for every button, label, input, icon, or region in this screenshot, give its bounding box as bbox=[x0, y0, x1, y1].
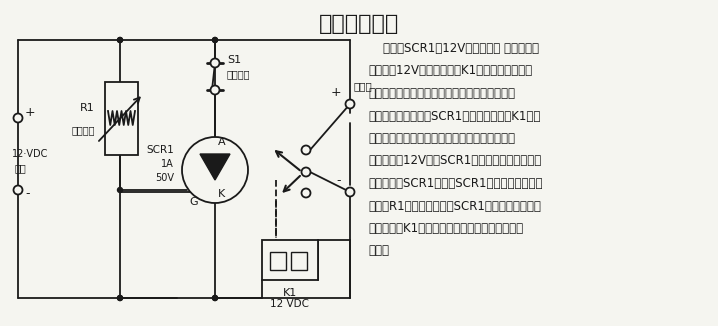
Text: （常闭）: （常闭） bbox=[227, 69, 251, 79]
Circle shape bbox=[213, 295, 218, 301]
Bar bbox=[262, 240, 318, 280]
Text: 电路用来对电源电压进行取样。只要所加电源电: 电路用来对电源电压进行取样。只要所加电源电 bbox=[368, 87, 515, 100]
Text: K1: K1 bbox=[283, 288, 297, 298]
Circle shape bbox=[213, 37, 218, 42]
Text: S1: S1 bbox=[227, 55, 241, 65]
Circle shape bbox=[210, 85, 220, 95]
Text: 电源: 电源 bbox=[15, 163, 27, 173]
Text: -: - bbox=[25, 187, 29, 200]
Text: 点保持闭合状态，从而给负载供电。当电源电压: 点保持闭合状态，从而给负载供电。当电源电压 bbox=[368, 132, 515, 145]
Text: 电流。: 电流。 bbox=[368, 244, 389, 258]
Text: 并连接到12V的常闭继电器K1。可控硅的控制极: 并连接到12V的常闭继电器K1。可控硅的控制极 bbox=[368, 65, 532, 78]
Circle shape bbox=[118, 295, 123, 301]
Bar bbox=[270, 252, 286, 270]
Text: 至负载: 至负载 bbox=[353, 81, 372, 91]
Text: 过压保护电路: 过压保护电路 bbox=[319, 14, 399, 34]
Circle shape bbox=[14, 113, 22, 123]
Circle shape bbox=[118, 37, 123, 42]
Text: 继电器），K1的触点断开，从而切断流过负载的: 继电器），K1的触点断开，从而切断流过负载的 bbox=[368, 222, 523, 235]
Circle shape bbox=[118, 37, 123, 42]
Text: 压低于某一给定值，SCR1保持截止状态，K1的触: 压低于某一给定值，SCR1保持截止状态，K1的触 bbox=[368, 110, 541, 123]
Text: 50V: 50V bbox=[155, 173, 174, 183]
Text: 12 VDC: 12 VDC bbox=[271, 299, 309, 309]
Bar bbox=[291, 252, 307, 270]
Text: +: + bbox=[25, 106, 36, 118]
Circle shape bbox=[14, 185, 22, 195]
Circle shape bbox=[345, 99, 355, 109]
Text: SCR1: SCR1 bbox=[146, 145, 174, 155]
Text: G: G bbox=[190, 197, 198, 207]
Text: 电位器R1的调定值。一旦SCR1被触发导通（驱动: 电位器R1的调定值。一旦SCR1被触发导通（驱动 bbox=[368, 200, 541, 213]
Circle shape bbox=[182, 137, 248, 203]
Circle shape bbox=[213, 295, 218, 301]
Circle shape bbox=[118, 187, 123, 192]
Circle shape bbox=[118, 295, 123, 301]
Text: 可控硅SCR1与12V的电源线路 并联安装，: 可控硅SCR1与12V的电源线路 并联安装， bbox=[368, 42, 539, 55]
Circle shape bbox=[302, 168, 310, 176]
Circle shape bbox=[345, 187, 355, 197]
Circle shape bbox=[302, 188, 310, 198]
Polygon shape bbox=[200, 154, 230, 180]
Text: 触发调节: 触发调节 bbox=[72, 125, 95, 135]
Text: 12·VDC: 12·VDC bbox=[12, 149, 48, 159]
Circle shape bbox=[213, 37, 218, 42]
Circle shape bbox=[302, 145, 310, 155]
Circle shape bbox=[210, 58, 220, 67]
Text: R1: R1 bbox=[80, 103, 95, 113]
Text: -: - bbox=[337, 174, 341, 187]
Text: 上升到高于12V时，SCR1的控制极就被加上足够: 上升到高于12V时，SCR1的控制极就被加上足够 bbox=[368, 155, 541, 168]
Text: A: A bbox=[218, 137, 225, 147]
Text: +: + bbox=[330, 85, 341, 98]
Text: 大的电流使SCR1通导。SCR1的触发电平取决于: 大的电流使SCR1通导。SCR1的触发电平取决于 bbox=[368, 177, 543, 190]
Text: K: K bbox=[218, 189, 225, 199]
Bar bbox=[105, 82, 138, 155]
Text: 1A: 1A bbox=[162, 159, 174, 169]
